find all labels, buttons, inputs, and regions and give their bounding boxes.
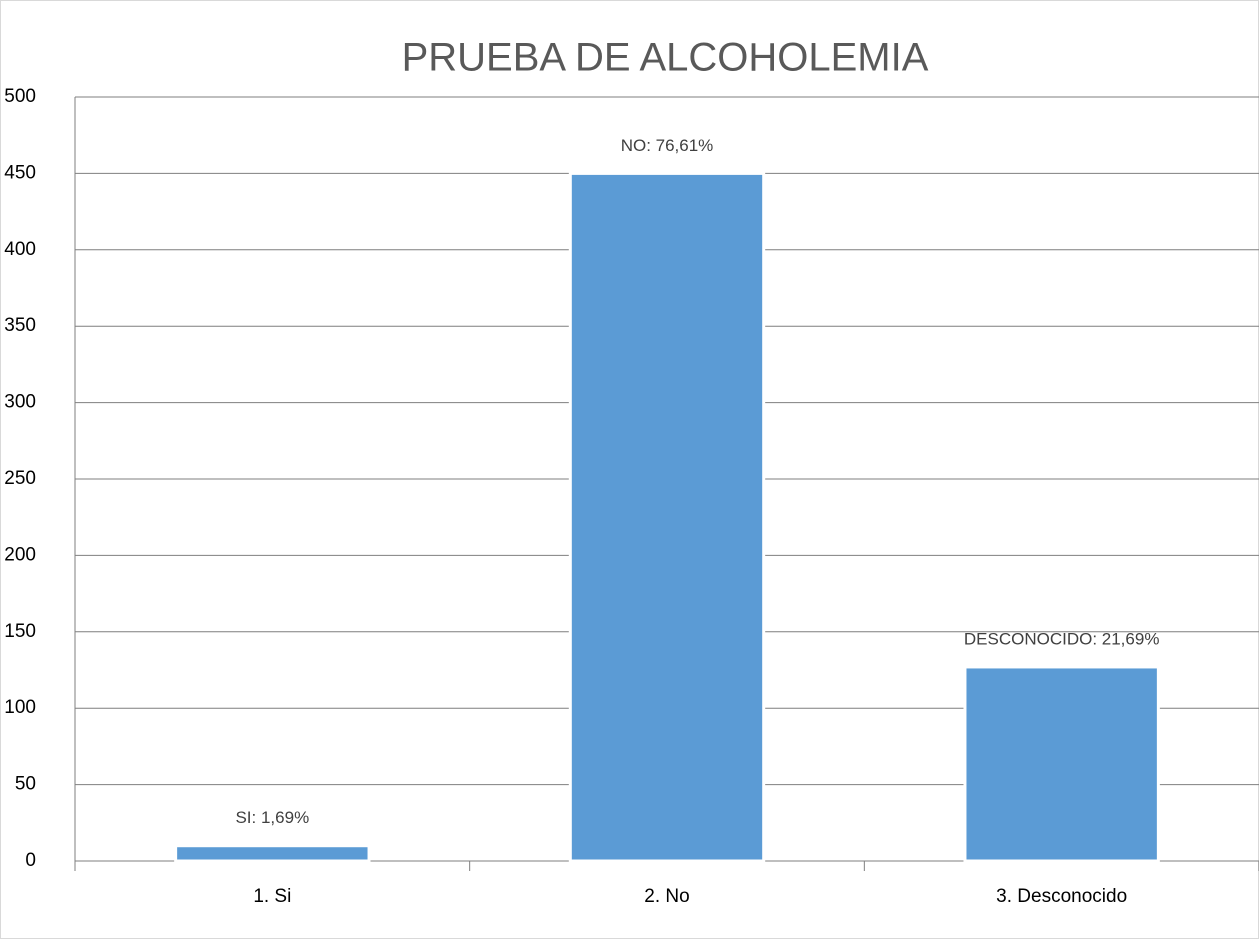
x-tick-label: 1. Si	[253, 886, 291, 907]
y-tick-label: 0	[25, 850, 36, 871]
y-tick-label: 500	[4, 86, 36, 107]
y-tick-label: 100	[4, 697, 36, 718]
chart-title: PRUEBA DE ALCOHOLEMIA	[402, 36, 929, 80]
y-tick-label: 350	[4, 315, 36, 336]
data-label: DESCONOCIDO: 21,69%	[964, 629, 1160, 648]
y-tick-label: 300	[4, 392, 36, 413]
y-tick-label: 450	[4, 162, 36, 183]
data-label: NO: 76,61%	[621, 136, 714, 155]
y-tick-label: 250	[4, 468, 36, 489]
bar	[174, 844, 371, 863]
y-tick-label: 150	[4, 621, 36, 642]
bar	[568, 171, 766, 863]
data-label: SI: 1,69%	[235, 808, 309, 827]
y-tick-label: 400	[4, 239, 36, 260]
y-tick-label: 50	[15, 774, 36, 795]
bar	[963, 665, 1160, 863]
y-tick-label: 200	[4, 544, 36, 565]
x-tick-label: 2. No	[644, 886, 689, 907]
x-tick-label: 3. Desconocido	[996, 886, 1127, 907]
